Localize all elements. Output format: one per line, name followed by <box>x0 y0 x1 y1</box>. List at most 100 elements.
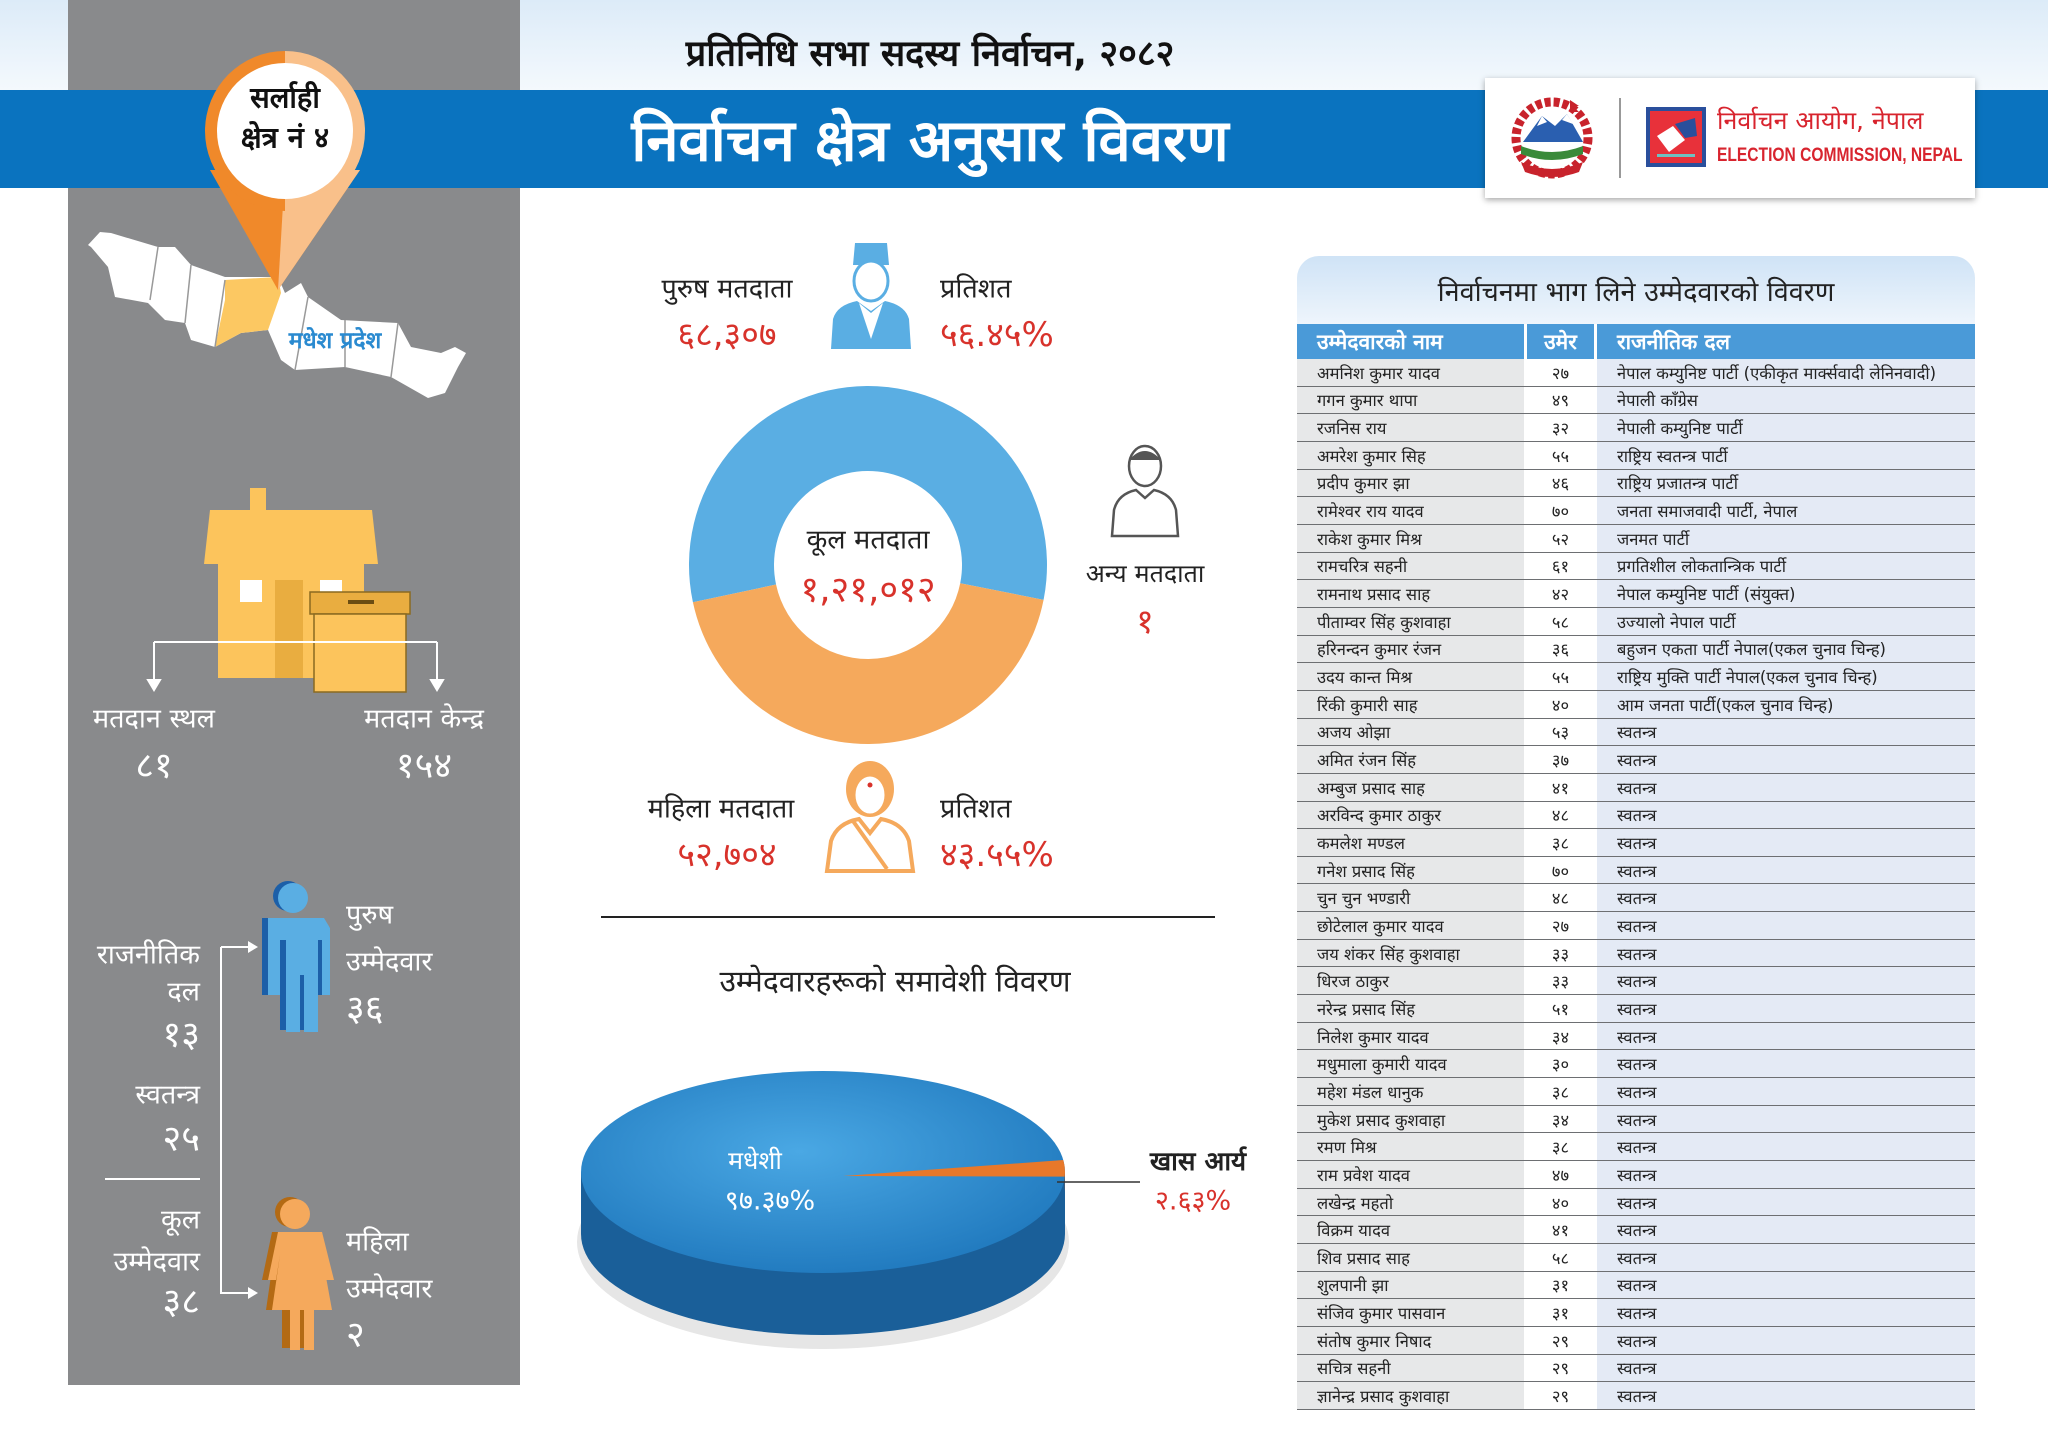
candidate-age: ३३ <box>1524 967 1597 995</box>
district-name: सर्लाही <box>250 80 320 115</box>
polling-centers-value: १५४ <box>395 745 453 787</box>
candidate-name: नरेन्द्र प्रसाद सिंह <box>1297 995 1524 1022</box>
candidate-party: उज्यालो नेपाल पार्टी <box>1597 607 1975 635</box>
candidate-party: स्वतन्त्र <box>1597 1105 1975 1133</box>
voter-donut-chart <box>689 385 1047 744</box>
logo-divider <box>1619 98 1621 178</box>
candidate-party: स्वतन्त्र <box>1597 1244 1975 1271</box>
table-row: पीताम्वर सिंह कुशवाहा ५८ उज्यालो नेपाल पार… <box>1297 607 1975 636</box>
independent-label: स्वतन्त्र <box>135 1079 200 1111</box>
candidate-party: स्वतन्त्र <box>1597 773 1975 801</box>
candidate-age: ३६ <box>1524 635 1597 663</box>
table-row: अजय ओझा ५३ स्वतन्त्र <box>1297 718 1975 747</box>
table-row: अमित रंजन सिंह ३७ स्वतन्त्र <box>1297 746 1975 774</box>
independent-count: २५ <box>162 1118 200 1160</box>
candidate-name: महेश मंडल धानुक <box>1297 1078 1524 1105</box>
male-candidate-label: पुरुष <box>346 899 394 931</box>
table-row: संजिव कुमार पासवान ३१ स्वतन्त्र <box>1297 1299 1975 1327</box>
candidate-age: ३१ <box>1524 1299 1597 1326</box>
candidate-party: स्वतन्त्र <box>1597 829 1975 856</box>
male-pct-label: प्रतिशत <box>940 273 1012 305</box>
candidate-age: ४१ <box>1524 773 1597 801</box>
location-pin-icon <box>217 63 353 199</box>
candidate-age: ५५ <box>1524 441 1597 469</box>
candidate-party: स्वतन्त्र <box>1597 1161 1975 1188</box>
female-candidate-icon <box>262 1197 334 1350</box>
female-voter-count: ५२,७०४ <box>677 835 777 875</box>
candidate-party: राष्ट्रिय मुक्ति पार्टी नेपाल(एकल चुनाव … <box>1597 663 1975 690</box>
table-row: निलेश कुमार यादव ३४ स्वतन्त्र <box>1297 1022 1975 1051</box>
table-title: निर्वाचनमा भाग लिने उम्मेदवारको विवरण <box>1297 256 1975 324</box>
table-row: धिरज ठाकुर ३३ स्वतन्त्र <box>1297 967 1975 996</box>
candidate-age: ६१ <box>1524 552 1597 580</box>
candidate-name: गनेश प्रसाद सिंह <box>1297 856 1524 884</box>
candidate-party: स्वतन्त्र <box>1597 1216 1975 1243</box>
candidate-party: स्वतन्त्र <box>1597 1299 1975 1326</box>
table-row: अरविन्द कुमार ठाकुर ४८ स्वतन्त्र <box>1297 801 1975 830</box>
column-header-name: उम्मेदवारको नाम <box>1317 329 1443 354</box>
other-voter-label: अन्य मतदाता <box>1085 559 1205 588</box>
candidate-party: राष्ट्रिय प्रजातन्त्र पार्टी <box>1597 469 1975 497</box>
table-row: अमनिश कुमार यादव २७ नेपाल कम्युनिष्ट पार्ट… <box>1297 359 1975 387</box>
candidate-age: ३८ <box>1524 1133 1597 1161</box>
candidate-party: नेपाली काँग्रेस <box>1597 386 1975 414</box>
party-label: राजनीतिक <box>96 939 200 971</box>
inclusion-title: उम्मेदवारहरूको समावेशी विवरण <box>719 964 1071 1000</box>
candidate-age: ५१ <box>1524 995 1597 1022</box>
candidate-name: अजय ओझा <box>1297 718 1524 746</box>
map-graphic <box>88 51 466 398</box>
candidate-name: शुलपानी झा <box>1297 1271 1524 1299</box>
male-pct: ५६.४५% <box>940 315 1054 355</box>
candidate-name: राकेश कुमार मिश्र <box>1297 524 1524 552</box>
table-row: रामेश्वर राय यादव ७० जनता समाजवादी पार्टी,… <box>1297 497 1975 525</box>
party-count: १३ <box>162 1014 200 1056</box>
male-candidate-icon <box>262 881 330 1032</box>
female-pct: ४३.५५% <box>940 835 1054 875</box>
candidate-name: रामनाथ प्रसाद साह <box>1297 580 1524 607</box>
candidate-name: अमित रंजन सिंह <box>1297 746 1524 773</box>
candidate-name: संतोष कुमार निषाद <box>1297 1326 1524 1354</box>
candidate-name: मुकेश प्रसाद कुशवाहा <box>1297 1105 1524 1133</box>
table-row: उदय कान्त मिश्र ५५ राष्ट्रिय मुक्ति पार्टी… <box>1297 663 1975 691</box>
candidate-age: ३१ <box>1524 1271 1597 1299</box>
candidate-party: स्वतन्त्र <box>1597 1382 1975 1409</box>
candidate-party: स्वतन्त्र <box>1597 1354 1975 1382</box>
candidate-age: ४० <box>1524 690 1597 718</box>
polling-stations-label: मतदान स्थल <box>93 703 215 735</box>
male-voter-label: पुरुष मतदाता <box>661 273 793 305</box>
table-row: लखेन्द्र महतो ४० स्वतन्त्र <box>1297 1188 1975 1217</box>
pie-value-madheshi: ९७.३७% <box>724 1185 816 1217</box>
table-row: सचित्र सहनी २९ स्वतन्त्र <box>1297 1354 1975 1383</box>
table-row: शिव प्रसाद साह ५८ स्वतन्त्र <box>1297 1244 1975 1272</box>
ballot-logo-icon <box>1646 107 1706 167</box>
donut-center-label: कूल मतदाता <box>806 524 930 556</box>
male-candidate-label-2: उम्मेदवार <box>346 946 433 978</box>
candidate-age: ३० <box>1524 1050 1597 1078</box>
polling-stations-value: ८१ <box>135 745 173 787</box>
candidate-age: ७० <box>1524 497 1597 524</box>
candidate-name: रिंकी कुमारी साह <box>1297 690 1524 718</box>
candidate-party: बहुजन एकता पार्टी नेपाल(एकल चुनाव चिन्ह) <box>1597 635 1975 663</box>
candidate-party: स्वतन्त्र <box>1597 1188 1975 1216</box>
candidate-name: ज्ञानेन्द्र प्रसाद कुशवाहा <box>1297 1382 1524 1409</box>
pie-slice-madheshi <box>581 1071 1065 1273</box>
logo-text-np: निर्वाचन आयोग, नेपाल <box>1717 106 1924 135</box>
table-row: अम्बुज प्रसाद साह ४१ स्वतन्त्र <box>1297 773 1975 802</box>
candidate-party: जनमत पार्टी <box>1597 524 1975 552</box>
table-row: मुकेश प्रसाद कुशवाहा ३४ स्वतन्त्र <box>1297 1105 1975 1134</box>
pie-label-khas-arya: खास आर्य <box>1149 1147 1247 1177</box>
candidate-age: ४९ <box>1524 386 1597 414</box>
supertitle: प्रतिनिधि सभा सदस्य निर्वाचन, २०८२ <box>685 33 1175 75</box>
candidate-party: स्वतन्त्र <box>1597 912 1975 939</box>
table-row: संतोष कुमार निषाद २९ स्वतन्त्र <box>1297 1326 1975 1355</box>
candidate-name: संजिव कुमार पासवान <box>1297 1299 1524 1326</box>
logo-text-en: ELECTION COMMISSION, NEPAL <box>1717 145 1963 166</box>
candidate-name: अमरेश कुमार सिह <box>1297 441 1524 469</box>
table-row: विक्रम यादव ४१ स्वतन्त्र <box>1297 1216 1975 1244</box>
candidate-party: स्वतन्त्र <box>1597 746 1975 773</box>
table-header-row: उम्मेदवारको नाम उमेर राजनीतिक दल <box>1297 324 1975 359</box>
female-voter-icon <box>824 761 916 873</box>
pie-label-madheshi: मधेशी <box>728 1146 782 1175</box>
polling-centers-label: मतदान केन्द्र <box>364 703 484 735</box>
female-candidate-label-2: उम्मेदवार <box>346 1273 433 1305</box>
